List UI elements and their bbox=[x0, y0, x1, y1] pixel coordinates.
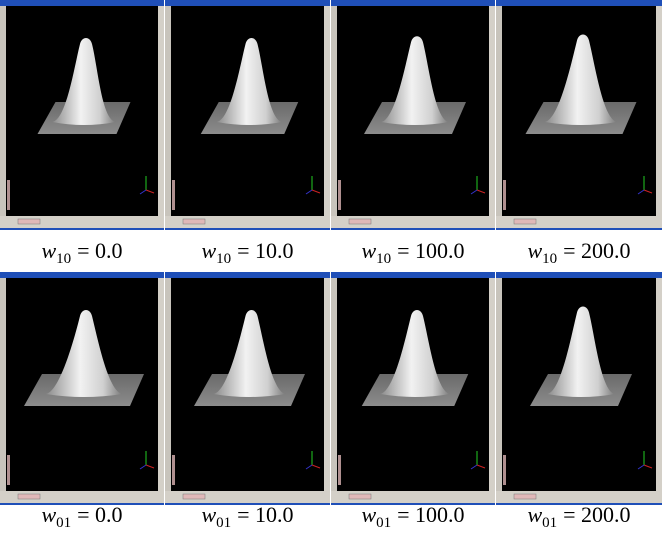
caption-value: = 0.0 bbox=[77, 238, 122, 263]
status-field bbox=[349, 494, 371, 499]
caption: w01 = 200.0 bbox=[527, 502, 630, 531]
screenshot bbox=[331, 272, 495, 505]
caption: w01 = 10.0 bbox=[201, 502, 293, 531]
status-field bbox=[349, 219, 371, 224]
slider bbox=[503, 455, 506, 485]
caption-subscript: 01 bbox=[56, 515, 71, 531]
toolbar bbox=[165, 6, 171, 216]
screenshot bbox=[496, 0, 662, 230]
caption-symbol: w bbox=[201, 502, 216, 527]
slider bbox=[338, 455, 341, 485]
caption: w10 = 0.0 bbox=[41, 238, 122, 267]
title-bar bbox=[165, 272, 330, 278]
caption-subscript: 01 bbox=[542, 515, 557, 531]
screenshot bbox=[165, 272, 330, 505]
caption-subscript: 10 bbox=[216, 251, 231, 267]
toolbar bbox=[0, 278, 6, 491]
caption-value: = 10.0 bbox=[237, 502, 293, 527]
figure: w10= 0.0w10= 10.0w10= 100.0w10= 200.0w01… bbox=[0, 0, 662, 537]
caption-value: = 200.0 bbox=[563, 238, 630, 263]
caption-subscript: 10 bbox=[56, 251, 71, 267]
caption-symbol: w bbox=[527, 502, 542, 527]
caption-subscript: 01 bbox=[376, 515, 391, 531]
caption-subscript: 01 bbox=[216, 515, 231, 531]
slider bbox=[172, 180, 175, 210]
toolbar bbox=[165, 278, 171, 491]
slider bbox=[7, 180, 10, 210]
caption-symbol: w bbox=[527, 238, 542, 263]
screenshot bbox=[331, 0, 495, 230]
caption-value: = 0.0 bbox=[77, 502, 122, 527]
caption-symbol: w bbox=[361, 502, 376, 527]
title-bar bbox=[496, 0, 662, 6]
caption-symbol: w bbox=[201, 238, 216, 263]
title-bar bbox=[331, 272, 495, 278]
toolbar bbox=[496, 6, 502, 216]
slider bbox=[7, 455, 10, 485]
caption: w10 = 200.0 bbox=[527, 238, 630, 267]
status-field bbox=[183, 219, 205, 224]
caption-symbol: w bbox=[41, 502, 56, 527]
toolbar bbox=[496, 278, 502, 491]
caption-value: = 10.0 bbox=[237, 238, 293, 263]
title-bar bbox=[331, 0, 495, 6]
screenshot bbox=[0, 272, 164, 505]
caption-subscript: 10 bbox=[542, 251, 557, 267]
caption: w10 = 100.0 bbox=[361, 238, 464, 267]
caption-symbol: w bbox=[361, 238, 376, 263]
toolbar bbox=[0, 6, 6, 216]
caption: w10 = 10.0 bbox=[201, 238, 293, 267]
bottom-line bbox=[0, 228, 164, 230]
title-bar bbox=[0, 272, 164, 278]
caption-subscript: 10 bbox=[376, 251, 391, 267]
caption-value: = 100.0 bbox=[397, 502, 464, 527]
caption: w01 = 0.0 bbox=[41, 502, 122, 531]
slider bbox=[338, 180, 341, 210]
status-field bbox=[18, 494, 40, 499]
slider bbox=[503, 180, 506, 210]
status-field bbox=[18, 219, 40, 224]
status-field bbox=[514, 494, 536, 499]
bottom-line bbox=[165, 228, 330, 230]
title-bar bbox=[0, 0, 164, 6]
caption-value: = 200.0 bbox=[563, 502, 630, 527]
caption-symbol: w bbox=[41, 238, 56, 263]
bottom-line bbox=[331, 228, 495, 230]
title-bar bbox=[496, 272, 662, 278]
screenshot bbox=[0, 0, 164, 230]
status-field bbox=[183, 494, 205, 499]
title-bar bbox=[165, 0, 330, 6]
caption-value: = 100.0 bbox=[397, 238, 464, 263]
status-field bbox=[514, 219, 536, 224]
caption: w01 = 100.0 bbox=[361, 502, 464, 531]
screenshot bbox=[165, 0, 330, 230]
slider bbox=[172, 455, 175, 485]
screenshot bbox=[496, 272, 662, 505]
bottom-line bbox=[496, 228, 662, 230]
toolbar bbox=[331, 6, 337, 216]
toolbar bbox=[331, 278, 337, 491]
